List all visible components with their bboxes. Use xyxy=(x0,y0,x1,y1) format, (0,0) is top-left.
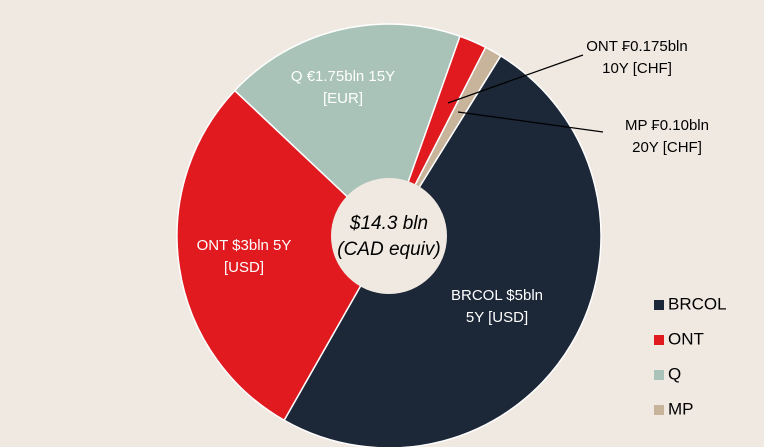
slice-label: 20Y [CHF] xyxy=(632,139,702,156)
slice xyxy=(176,89,390,422)
slice-label: ONT $3bln 5Y xyxy=(197,237,292,254)
leader-line xyxy=(457,111,604,133)
slice-label: MP ₣0.10bln xyxy=(625,117,709,134)
legend-label: BRCOL xyxy=(668,294,727,313)
center-label: (CAD equiv) xyxy=(337,239,440,260)
slice-label: [USD] xyxy=(224,259,264,276)
legend-swatch xyxy=(654,335,664,345)
slice-label: [EUR] xyxy=(323,90,363,107)
legend-swatch xyxy=(654,405,664,415)
legend-swatch xyxy=(654,300,664,310)
legend-label: ONT xyxy=(668,329,704,348)
slice-label: BRCOL $5bln xyxy=(451,287,543,304)
slice-label: Q €1.75bln 15Y xyxy=(291,68,395,85)
slice-label: ONT ₣0.175bln xyxy=(586,38,687,55)
leader-line xyxy=(447,54,584,104)
slice-label: 5Y [USD] xyxy=(466,309,528,326)
slice-label: 10Y [CHF] xyxy=(602,60,672,77)
donut-hole xyxy=(331,178,447,294)
legend-swatch xyxy=(654,370,664,380)
center-label: $14.3 bln xyxy=(349,213,428,234)
legend-label: Q xyxy=(668,364,681,383)
legend-label: MP xyxy=(668,399,694,418)
